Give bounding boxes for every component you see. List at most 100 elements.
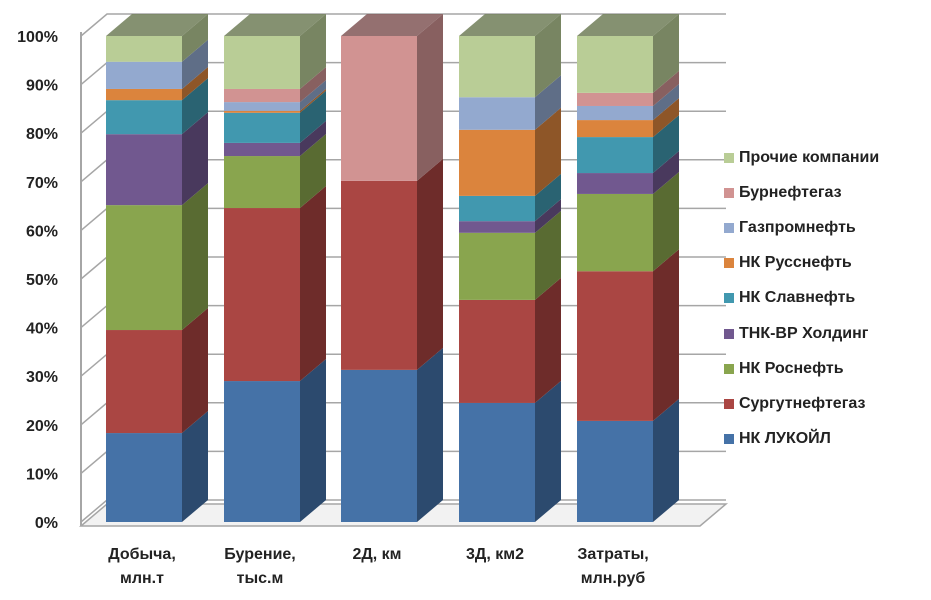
bar-segment bbox=[224, 110, 300, 113]
legend-label: НК Славнефть bbox=[739, 289, 856, 307]
bar-segment bbox=[577, 36, 653, 93]
bar-segment bbox=[577, 193, 653, 272]
bar-segment bbox=[459, 97, 535, 130]
bar-segment-side bbox=[417, 347, 443, 522]
bar-segment-side bbox=[653, 98, 679, 138]
bar-segment-side bbox=[653, 14, 679, 93]
bar-segment-side bbox=[300, 134, 326, 209]
bar-top bbox=[224, 14, 326, 36]
bar-segment-side bbox=[653, 83, 679, 121]
legend-label: ТНК-ВР Холдинг bbox=[739, 324, 869, 342]
y-tick-label: 80% bbox=[26, 126, 58, 143]
legend-item: НК Роснефть bbox=[724, 351, 879, 386]
legend-item: НК ЛУКОЙЛ bbox=[724, 422, 879, 457]
bar-segment-side bbox=[653, 398, 679, 522]
legend-swatch bbox=[724, 363, 734, 374]
bar-segment bbox=[459, 36, 535, 98]
bar-segment bbox=[224, 208, 300, 382]
y-tick-label: 90% bbox=[26, 78, 58, 95]
legend-item: ТНК-ВР Холдинг bbox=[724, 316, 879, 351]
bar-segment bbox=[106, 100, 182, 135]
legend-label: Газпромнефть bbox=[739, 218, 856, 236]
bar-segment-side bbox=[535, 75, 561, 130]
legend: Прочие компании Бурнефтегаз Газпромнефть НК… bbox=[724, 140, 879, 457]
x-category-label: Бурение, bbox=[224, 546, 296, 563]
y-tick-label: 70% bbox=[26, 175, 58, 192]
y-tick-label: 10% bbox=[26, 466, 58, 483]
bar-segment-side bbox=[300, 90, 326, 143]
bar-segment-side bbox=[417, 14, 443, 181]
x-axis-labels: Добыча, млн.т Бурение, тыс.м 2Д, км 3Д, км2 За… bbox=[108, 546, 648, 587]
legend-swatch bbox=[724, 434, 734, 445]
bar-segment-side bbox=[535, 173, 561, 222]
bars bbox=[106, 14, 679, 522]
bar-segment-side bbox=[653, 70, 679, 106]
legend-item: НК Славнефть bbox=[724, 281, 879, 316]
legend-label: НК Русснефть bbox=[739, 254, 852, 272]
legend-item: НК Русснефть bbox=[724, 246, 879, 281]
bar-segment-side bbox=[182, 66, 208, 101]
bar-segment-side bbox=[300, 186, 326, 382]
bar-top bbox=[106, 14, 208, 36]
bar-segment bbox=[224, 88, 300, 103]
bar-stack bbox=[224, 14, 326, 522]
y-tick-label: 20% bbox=[26, 418, 58, 435]
bar-segment bbox=[577, 92, 653, 106]
legend-swatch bbox=[724, 293, 734, 304]
bar-segment bbox=[459, 232, 535, 300]
bar-segment-side bbox=[653, 249, 679, 421]
bar-segment bbox=[459, 221, 535, 233]
legend-item: Сургутнефтегаз bbox=[724, 386, 879, 421]
legend-label: Сургутнефтегаз bbox=[739, 394, 866, 412]
x-category-label: 3Д, км2 bbox=[466, 546, 524, 563]
bar-segment bbox=[341, 369, 417, 522]
x-category-label: млн.т bbox=[120, 570, 164, 587]
bar-segment-side bbox=[182, 183, 208, 331]
bar-segment bbox=[577, 420, 653, 522]
legend-swatch bbox=[724, 187, 734, 198]
bar-segment-side bbox=[535, 14, 561, 98]
x-category-label: Затраты, bbox=[577, 546, 648, 563]
legend-item: Бурнефтегаз bbox=[724, 175, 879, 210]
y-tick-label: 60% bbox=[26, 223, 58, 240]
bar-stack bbox=[459, 14, 561, 522]
bar-segment bbox=[577, 173, 653, 194]
bar-stack bbox=[577, 14, 679, 522]
y-tick-label: 40% bbox=[26, 321, 58, 338]
bar-segment bbox=[577, 271, 653, 421]
legend-swatch bbox=[724, 222, 734, 233]
bar-stack bbox=[106, 14, 208, 522]
bar-segment-side bbox=[300, 66, 326, 103]
bar-segment bbox=[106, 205, 182, 331]
legend-item: Прочие компании bbox=[724, 140, 879, 175]
x-category-label: 2Д, км bbox=[352, 546, 401, 563]
bar-segment bbox=[459, 299, 535, 403]
bar-segment bbox=[106, 61, 182, 89]
bar-segment-side bbox=[653, 115, 679, 174]
bar-segment-side bbox=[417, 158, 443, 370]
bar-segment-side bbox=[182, 39, 208, 89]
bar-segment bbox=[106, 134, 182, 206]
legend-label: Прочие компании bbox=[739, 148, 880, 166]
bar-stack bbox=[341, 14, 443, 522]
bar-segment bbox=[577, 137, 653, 174]
bar-segment bbox=[106, 433, 182, 522]
y-tick-label: 30% bbox=[26, 369, 58, 386]
bar-segment bbox=[224, 112, 300, 143]
bar-segment-side bbox=[182, 411, 208, 522]
bar-segment bbox=[106, 36, 182, 62]
bar-segment bbox=[106, 88, 182, 101]
y-tick-label: 100% bbox=[17, 29, 58, 46]
bar-segment-side bbox=[535, 210, 561, 300]
bar-segment bbox=[224, 156, 300, 209]
bar-segment-side bbox=[300, 14, 326, 89]
bar-segment-side bbox=[300, 120, 326, 157]
y-tick-label: 0% bbox=[35, 515, 58, 532]
bar-segment-side bbox=[300, 88, 326, 113]
bar-segment-side bbox=[535, 107, 561, 196]
bar-segment bbox=[459, 195, 535, 222]
bar-top bbox=[459, 14, 561, 36]
bar-segment bbox=[224, 36, 300, 89]
bar-segment-side bbox=[182, 112, 208, 206]
